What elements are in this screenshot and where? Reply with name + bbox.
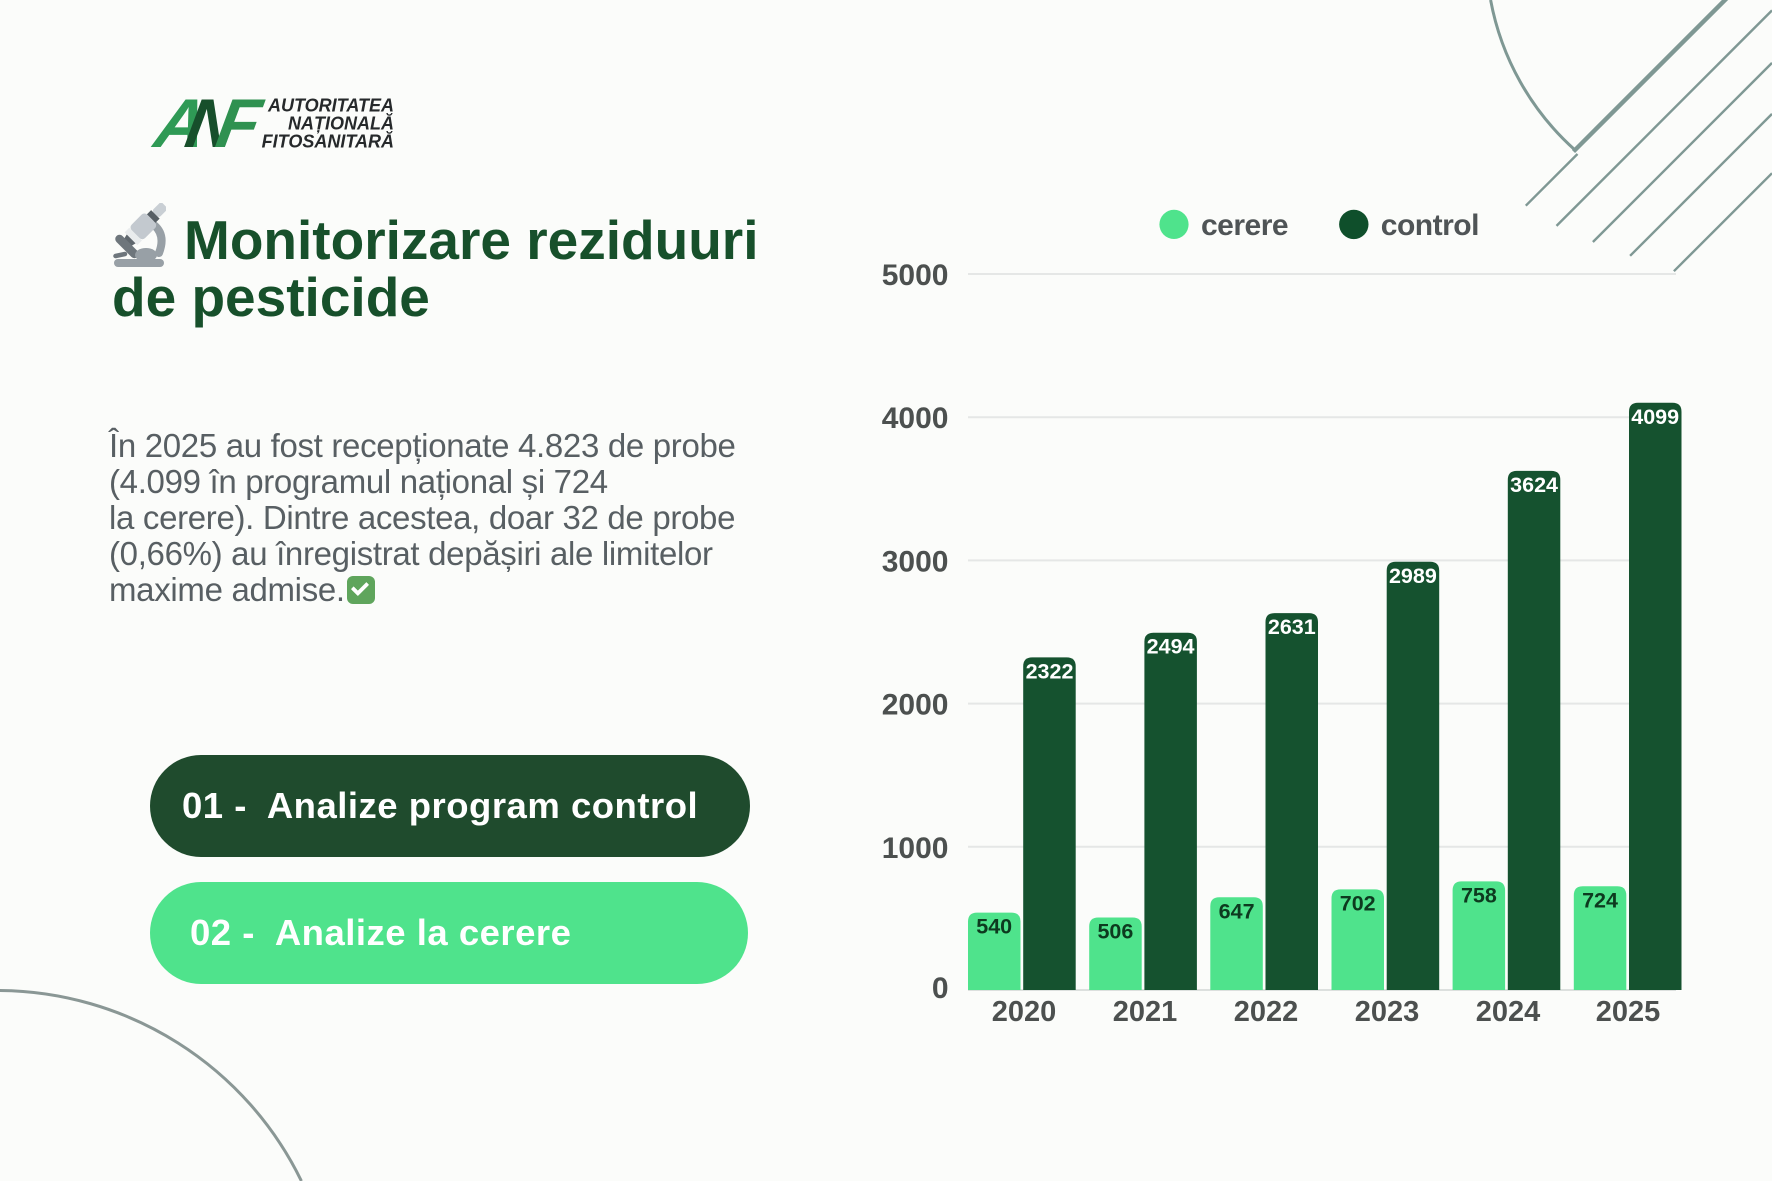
svg-text:2494: 2494	[1147, 635, 1195, 659]
svg-text:AUTORITATEA: AUTORITATEA	[267, 96, 394, 116]
svg-text:2025: 2025	[1596, 996, 1661, 1028]
svg-text:control: control	[1381, 209, 1479, 242]
svg-text:3624: 3624	[1510, 473, 1558, 497]
svg-text:2989: 2989	[1389, 564, 1437, 588]
svg-text:2322: 2322	[1026, 659, 1074, 683]
svg-text:0: 0	[932, 972, 949, 1005]
svg-text:724: 724	[1582, 888, 1618, 912]
svg-text:NAȚIONALĂ: NAȚIONALĂ	[288, 113, 394, 134]
svg-text:647: 647	[1219, 899, 1255, 923]
svg-text:2021: 2021	[1113, 996, 1178, 1028]
svg-text:2631: 2631	[1268, 615, 1316, 639]
svg-text:702: 702	[1340, 891, 1376, 915]
svg-text:1000: 1000	[882, 832, 949, 865]
svg-text:4000: 4000	[882, 402, 949, 435]
svg-text:cerere: cerere	[1201, 209, 1288, 242]
svg-text:2022: 2022	[1234, 996, 1299, 1028]
svg-text:3000: 3000	[882, 545, 949, 578]
svg-text:2023: 2023	[1355, 996, 1420, 1028]
svg-text:540: 540	[976, 915, 1012, 939]
svg-text:ANF: ANF	[147, 84, 268, 161]
svg-text:4099: 4099	[1631, 405, 1679, 429]
svg-text:2024: 2024	[1476, 996, 1541, 1028]
svg-text:FITOSANITARĂ: FITOSANITARĂ	[262, 131, 394, 152]
svg-text:758: 758	[1461, 883, 1497, 907]
svg-text:2020: 2020	[992, 996, 1057, 1028]
svg-text:2000: 2000	[882, 689, 949, 722]
svg-text:5000: 5000	[882, 259, 949, 292]
svg-text:506: 506	[1097, 920, 1133, 944]
